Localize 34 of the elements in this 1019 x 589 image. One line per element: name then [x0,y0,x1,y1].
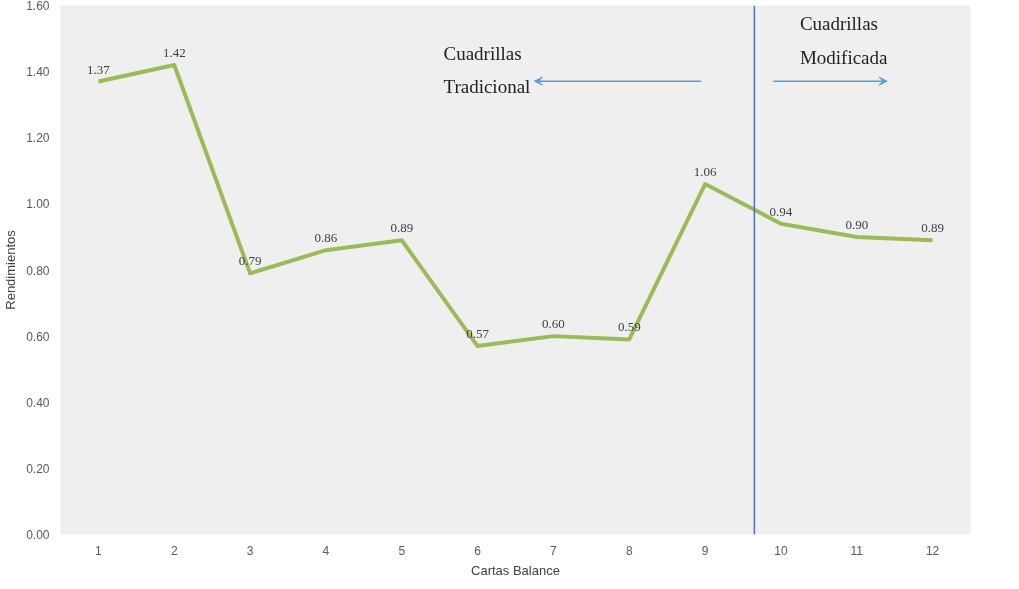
data-label: 0.60 [542,316,565,332]
y-tick-label: 0.60 [26,329,50,344]
annotation: Cuadrillas Tradicional [443,42,531,98]
x-tick-label: 3 [246,543,254,558]
data-label: 0.94 [769,203,793,219]
x-tick-label: 1 [95,543,103,558]
x-tick-label: 7 [550,543,558,558]
x-tick-label: 8 [625,543,633,558]
x-tick-label: 10 [774,543,788,558]
x-tick-label: 6 [474,543,482,558]
y-tick-label: 0.40 [26,395,50,410]
y-tick-label: 1.40 [26,65,50,80]
data-label: 0.90 [845,216,869,232]
data-label: 1.06 [693,164,717,180]
x-axis-title: Cartas Balance [471,562,560,578]
y-tick-label: 0.00 [26,528,50,542]
data-label: 1.42 [162,45,186,61]
y-tick-label: 0.20 [26,461,50,476]
data-label: 0.86 [314,230,338,246]
annotation: Cuadrillas Modificada [799,13,889,69]
x-tick-label: 11 [850,543,864,558]
x-tick-label: 5 [398,543,406,558]
x-tick-label: 9 [701,543,709,558]
y-axis-title: Rendimientos [3,229,19,310]
y-tick-label: 0.80 [26,263,50,278]
x-tick-label: 4 [322,543,330,558]
y-tick-label: 1.00 [26,197,50,212]
data-label: 0.89 [390,220,414,236]
data-label: 1.37 [87,61,111,77]
x-tick-label: 2 [170,543,178,558]
y-tick-label: 1.20 [26,131,50,146]
x-tick-label: 12 [925,543,940,558]
data-label: 0.89 [921,220,944,236]
y-tick-label: 1.60 [26,0,50,13]
